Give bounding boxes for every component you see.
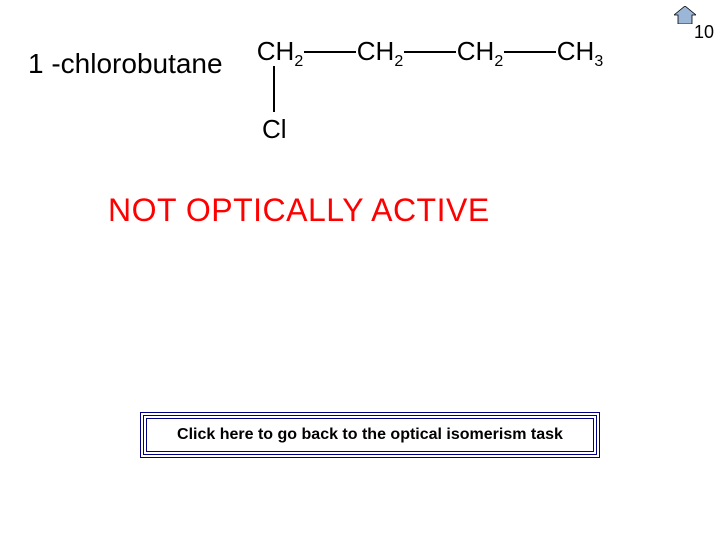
home-icon[interactable] <box>674 6 696 24</box>
vertical-bond <box>273 66 275 112</box>
fragment: CH2 <box>256 36 304 67</box>
bond <box>404 51 456 53</box>
page-number: 10 <box>694 22 714 43</box>
fragment: CH2 <box>456 36 504 67</box>
activity-headline: NOT OPTICALLY ACTIVE <box>108 192 490 229</box>
fragment: CH3 <box>556 36 604 67</box>
chemical-structure: CH2CH2CH2CH3 Cl <box>256 36 604 67</box>
compound-name: 1 -chlorobutane <box>28 48 223 80</box>
bond <box>504 51 556 53</box>
bond <box>304 51 356 53</box>
fragment: CH2 <box>356 36 404 67</box>
substituent-label: Cl <box>262 114 287 145</box>
back-to-task-button[interactable]: Click here to go back to the optical iso… <box>140 412 600 458</box>
